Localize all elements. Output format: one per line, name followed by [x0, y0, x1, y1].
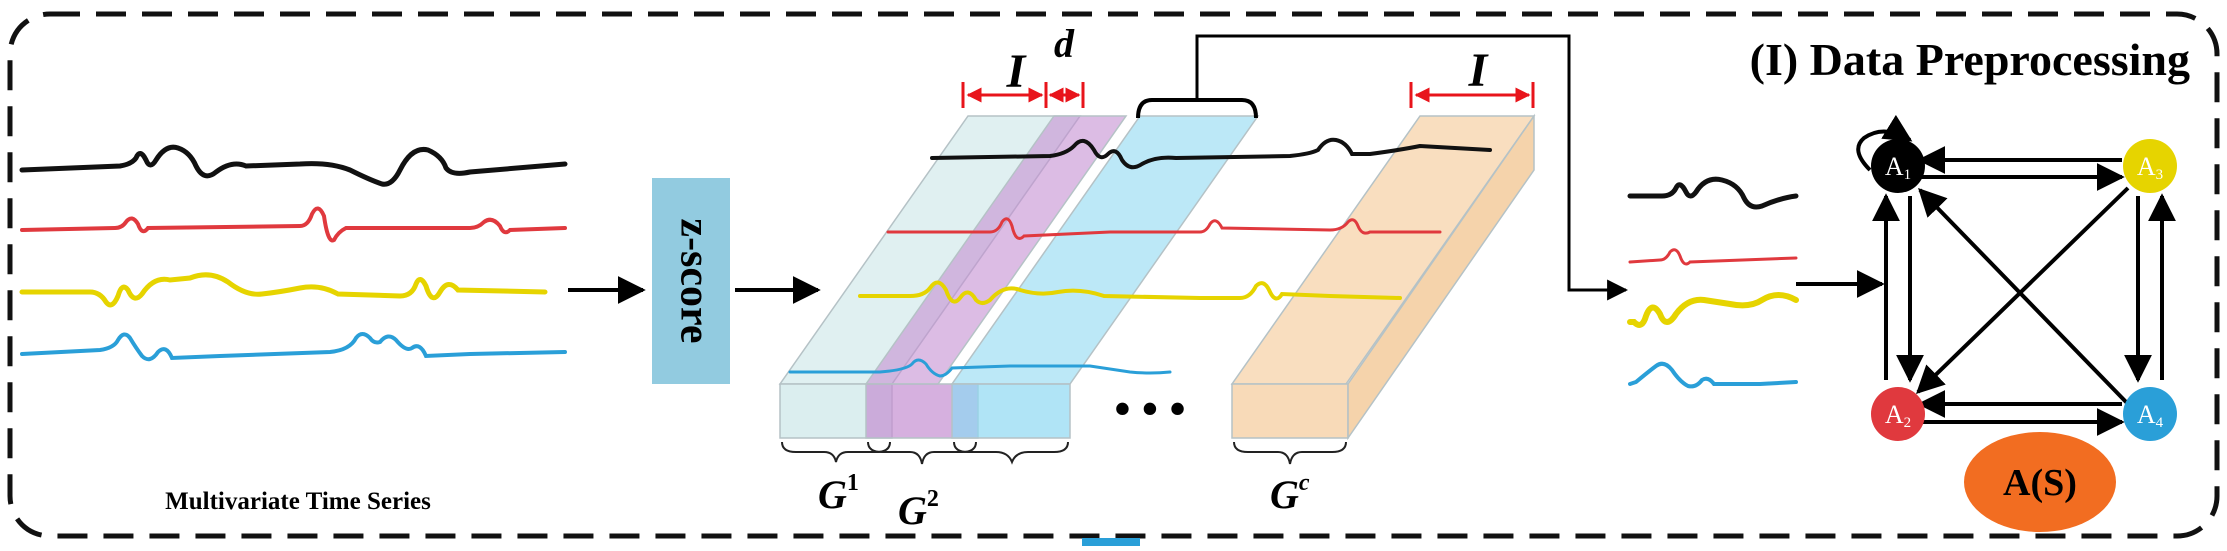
brace-gc — [1233, 441, 1347, 465]
adjacency-output: A(S) — [1964, 432, 2116, 532]
last-window-width-symbol: I — [1468, 44, 1490, 97]
edge-a4-to-a1 — [1918, 187, 2130, 406]
series-3-windowed — [858, 280, 1402, 305]
window-3-front — [951, 383, 1071, 439]
adjacency-output-ellipse — [1964, 432, 2116, 532]
node-a3-label: A3 — [2137, 152, 2163, 183]
node-a3-circle — [2123, 139, 2177, 193]
panel-title: (I) Data Preprocessing — [1750, 34, 2190, 85]
bottom-edge-fragment — [1082, 538, 1140, 546]
graph-node-a3: A3 — [2123, 139, 2177, 193]
segment-series-2 — [1628, 248, 1798, 266]
edge-a3-to-a2 — [1915, 186, 2130, 394]
windows-ellipsis: • • • — [1114, 383, 1185, 434]
segment-series-4 — [1628, 361, 1798, 389]
edge-a1-self-loop — [1856, 114, 1913, 172]
segment-series — [1627, 176, 1799, 389]
node-a1-label: A1 — [1885, 152, 1911, 183]
window-braces — [781, 441, 1347, 465]
series-2-raw — [20, 206, 567, 243]
zscore-label: z-score — [671, 218, 717, 343]
graph-node-a4: A4 — [2123, 387, 2177, 441]
group-label-last: Gc — [1270, 470, 1310, 517]
series-4-windowed — [788, 358, 1172, 378]
series-4-raw — [20, 332, 567, 362]
graph-node-a2: A2 — [1871, 387, 1925, 441]
node-a4-label: A4 — [2137, 400, 2164, 431]
node-a1-circle — [1871, 139, 1925, 193]
series-1-raw — [19, 144, 568, 187]
zscore-block: z-score — [652, 178, 730, 384]
segment-series-1 — [1627, 176, 1799, 210]
routed-arrow — [1195, 34, 1629, 301]
input-caption: Multivariate Time Series — [165, 488, 431, 515]
group-label-second: G2 — [898, 486, 939, 533]
series-2-windowed — [886, 217, 1442, 240]
window-last-side — [1347, 113, 1535, 441]
node-a2-label: A2 — [1885, 400, 1911, 431]
zscore-box — [652, 178, 730, 384]
stride-symbol: d — [1054, 21, 1075, 66]
graph-edges — [1856, 114, 2176, 436]
window-width-symbol: I — [1006, 45, 1028, 98]
brace-g1 — [781, 441, 891, 463]
window-prisms — [778, 113, 1536, 441]
input-time-series — [19, 144, 568, 362]
window-dimension-markers: I d I — [961, 21, 1535, 108]
graph-node-a1: A1 — [1871, 139, 1925, 193]
window-last-front — [1231, 383, 1349, 439]
panel-border — [7, 11, 2220, 539]
series-1-windowed — [930, 137, 1492, 170]
segment-series-3 — [1627, 292, 1799, 328]
node-a4-circle — [2123, 387, 2177, 441]
brace-g2 — [867, 441, 977, 465]
group-label-first: G1 — [818, 470, 859, 517]
node-a2-circle — [1871, 387, 1925, 441]
adjacency-output-label: A(S) — [2003, 462, 2077, 504]
series-3-raw — [19, 272, 548, 308]
brace-g3 — [953, 441, 1069, 465]
windowed-time-series — [788, 137, 1492, 378]
